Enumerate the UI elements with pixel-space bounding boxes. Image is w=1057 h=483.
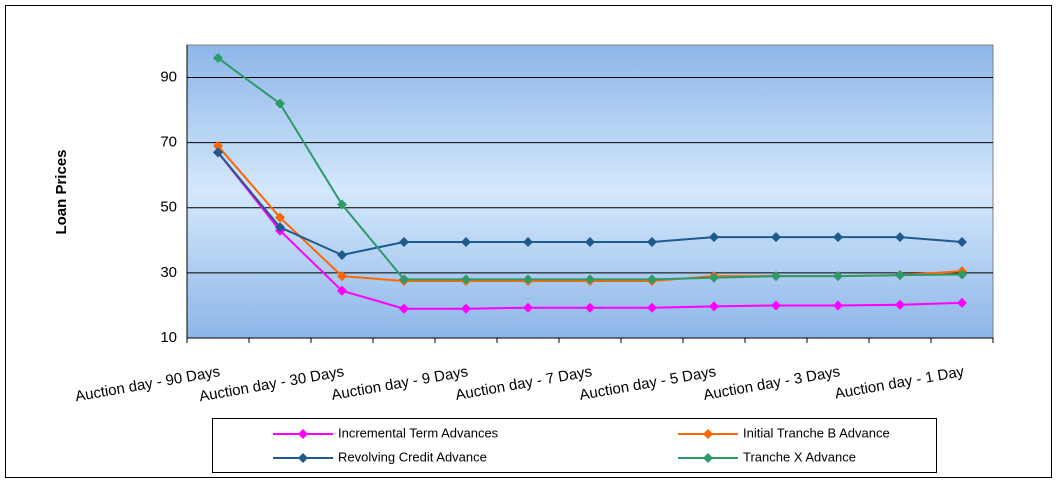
data-point xyxy=(399,303,409,314)
data-point xyxy=(523,236,533,247)
plot-area xyxy=(186,44,994,339)
data-point xyxy=(771,232,781,243)
data-point xyxy=(709,301,719,312)
data-point xyxy=(275,98,285,109)
data-point xyxy=(461,303,471,314)
data-point xyxy=(523,274,533,285)
data-point xyxy=(275,212,285,223)
data-point xyxy=(957,236,967,247)
data-point xyxy=(647,302,657,313)
data-point xyxy=(647,274,657,285)
data-point xyxy=(585,236,595,247)
data-point xyxy=(709,272,719,283)
data-point xyxy=(213,53,223,64)
legend-label: Tranche X Advance xyxy=(743,449,856,464)
legend-label: Incremental Term Advances xyxy=(338,425,499,440)
data-point xyxy=(957,297,967,308)
data-point xyxy=(337,199,347,210)
data-point xyxy=(771,300,781,311)
data-point xyxy=(399,236,409,247)
data-point xyxy=(461,236,471,247)
data-point xyxy=(523,302,533,313)
y-axis-label: Loan Prices xyxy=(53,149,70,234)
y-tick-label: 90 xyxy=(160,69,177,86)
data-point xyxy=(895,270,905,281)
y-tick-label: 10 xyxy=(160,329,177,346)
legend-marker xyxy=(298,429,308,439)
legend-label: Initial Tranche B Advance xyxy=(743,425,890,440)
data-point xyxy=(709,232,719,243)
legend xyxy=(212,418,937,473)
data-point xyxy=(957,269,967,280)
y-tick-label: 30 xyxy=(160,264,177,281)
data-point xyxy=(275,222,285,233)
data-point xyxy=(399,274,409,285)
data-point xyxy=(337,271,347,282)
data-point xyxy=(647,236,657,247)
data-point xyxy=(213,147,223,158)
data-point xyxy=(895,299,905,310)
data-point xyxy=(585,302,595,313)
data-point xyxy=(461,274,471,285)
data-point xyxy=(833,271,843,282)
data-point xyxy=(337,249,347,260)
legend-marker xyxy=(703,453,713,463)
data-point xyxy=(895,232,905,243)
legend-marker xyxy=(298,453,308,463)
data-point xyxy=(833,300,843,311)
data-point xyxy=(771,271,781,282)
legend-label: Revolving Credit Advance xyxy=(338,449,487,464)
data-point xyxy=(585,274,595,285)
data-point xyxy=(833,232,843,243)
data-point xyxy=(213,140,223,151)
data-point xyxy=(337,285,347,296)
y-tick-label: 70 xyxy=(160,134,177,151)
y-tick-label: 50 xyxy=(160,199,177,216)
legend-marker xyxy=(703,429,713,439)
